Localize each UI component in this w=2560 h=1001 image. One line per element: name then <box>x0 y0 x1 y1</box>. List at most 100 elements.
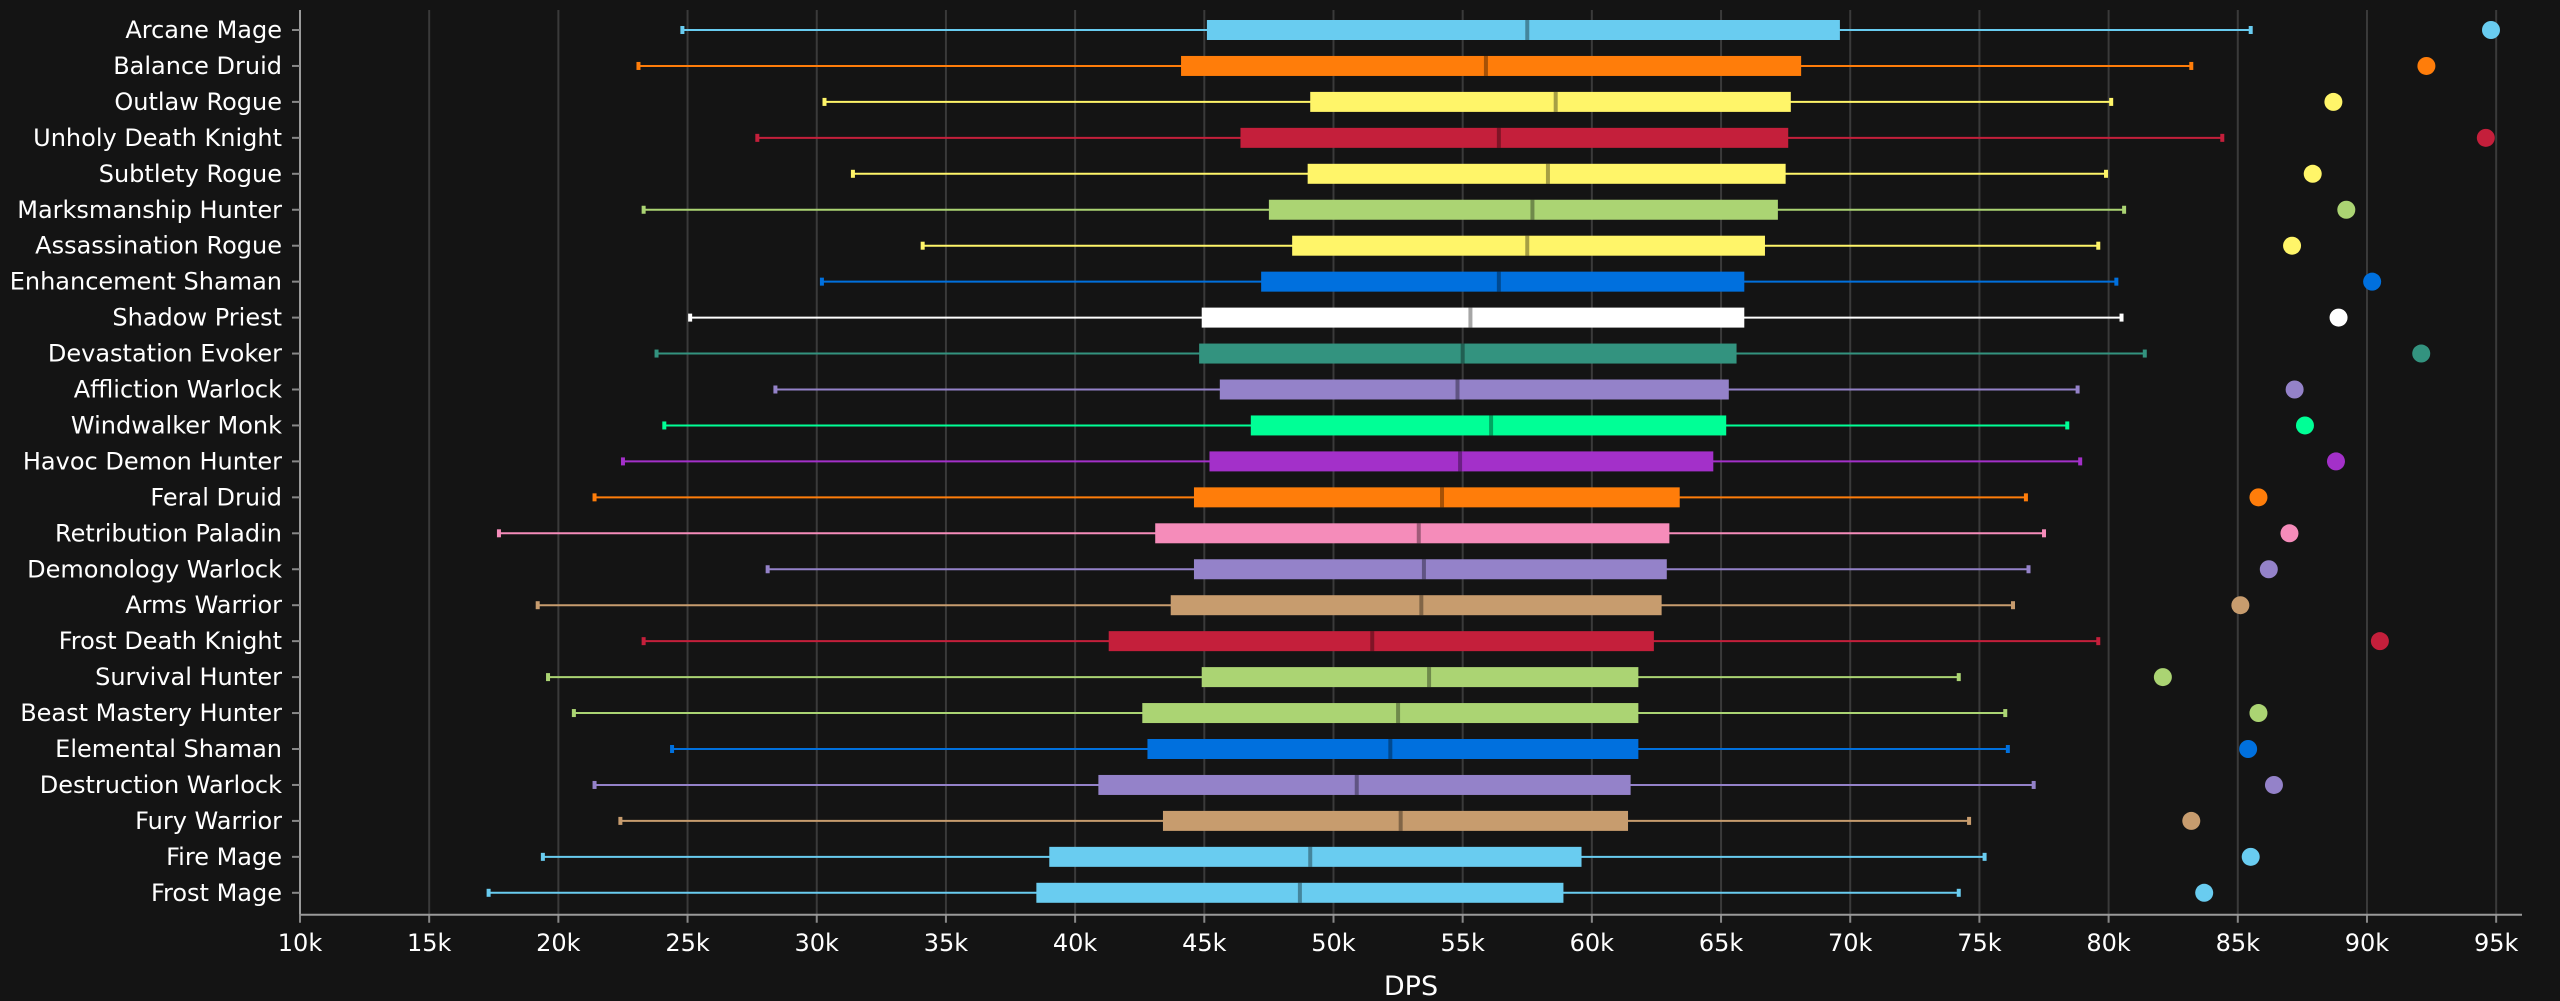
outlier-point <box>2153 668 2172 687</box>
outlier-point <box>2370 632 2389 651</box>
whisker-cap-min <box>535 601 540 610</box>
median-line <box>1427 667 1432 688</box>
median-line <box>1308 846 1313 867</box>
whisker-cap-max <box>2109 97 2114 106</box>
whisker-cap-min <box>765 565 770 574</box>
whisker-cap-min <box>688 313 693 322</box>
outlier-point <box>2239 740 2258 758</box>
box-iqr <box>1201 307 1745 328</box>
box-iqr <box>1049 846 1582 867</box>
whisker-cap-max <box>1956 673 1961 682</box>
category-label: Frost Death Knight <box>59 627 282 655</box>
x-tick-label: 80k <box>2086 929 2131 957</box>
whisker-cap-min <box>773 385 778 394</box>
outlier-point <box>2264 775 2283 794</box>
category-label: Assassination Rogue <box>35 232 282 260</box>
outlier-point <box>2481 21 2500 39</box>
box-iqr <box>1199 343 1737 364</box>
category-label: Subtlety Rogue <box>99 160 282 188</box>
category-label: Demonology Warlock <box>27 555 282 583</box>
x-tick-label: 90k <box>2345 929 2390 957</box>
whisker-cap-max <box>2078 457 2083 466</box>
box-balance-druid <box>636 55 2436 76</box>
outlier-point <box>2324 92 2343 111</box>
whisker-cap-min <box>618 816 623 825</box>
box-iqr <box>1292 235 1765 256</box>
outlier-point <box>2182 811 2201 830</box>
category-label: Shadow Priest <box>112 304 282 332</box>
box-iqr <box>1240 127 1789 148</box>
box-iqr <box>1147 739 1639 759</box>
box-enhancement-shaman <box>819 271 2382 292</box>
median-line <box>1388 739 1393 759</box>
whisker-cap-min <box>592 493 597 502</box>
whisker-cap-min <box>571 709 576 718</box>
median-line <box>1530 199 1535 220</box>
category-label: Survival Hunter <box>95 663 282 691</box>
x-tick-label: 20k <box>536 929 581 957</box>
box-retribution-paladin <box>496 523 2299 544</box>
x-tick-label: 30k <box>795 929 840 957</box>
box-iqr <box>1206 20 1840 40</box>
whisker-cap-max <box>2122 205 2127 214</box>
median-line <box>1458 451 1463 472</box>
whisker-cap-max <box>2075 385 2080 394</box>
category-label: Devastation Evoker <box>48 340 282 368</box>
box-arcane-mage <box>680 20 2500 40</box>
median-line <box>1354 774 1359 795</box>
whisker-cap-max <box>2023 493 2028 502</box>
whisker-cap-max <box>2003 709 2008 718</box>
median-line <box>1370 631 1375 652</box>
x-tick-label: 40k <box>1053 929 1098 957</box>
box-elemental-shaman <box>670 739 2258 759</box>
box-devastation-evoker <box>654 343 2431 364</box>
box-iqr <box>1219 379 1729 400</box>
x-tick-label: 65k <box>1699 929 1744 957</box>
x-tick-label: 95k <box>2474 929 2519 957</box>
whisker-cap-max <box>1956 888 1961 897</box>
whisker-cap-min <box>670 745 675 753</box>
median-line <box>1297 882 1302 903</box>
x-tick-label: 25k <box>665 929 710 957</box>
box-marksmanship-hunter <box>641 199 2356 220</box>
box-iqr <box>1201 667 1639 688</box>
category-label: Retribution Paladin <box>55 519 282 547</box>
outlier-point <box>2249 704 2268 723</box>
box-iqr <box>1142 703 1639 724</box>
whisker-cap-max <box>1967 816 1972 825</box>
outlier-point <box>2412 344 2431 363</box>
outlier-point <box>2303 164 2322 183</box>
box-demonology-warlock <box>765 559 2278 580</box>
box-iqr <box>1310 91 1791 112</box>
whisker-cap-min <box>641 637 646 646</box>
outlier-point <box>2195 883 2214 902</box>
box-iqr <box>1250 415 1727 436</box>
median-line <box>1525 20 1530 40</box>
whisker-cap-max <box>2104 169 2109 178</box>
outlier-point <box>2417 56 2436 75</box>
x-tick-label: 45k <box>1182 929 1227 957</box>
category-label: Unholy Death Knight <box>33 124 282 152</box>
box-iqr <box>1209 451 1714 472</box>
x-tick-label: 85k <box>2216 929 2261 957</box>
box-windwalker-monk <box>662 415 2314 436</box>
box-iqr <box>1261 271 1745 292</box>
category-label: Balance Druid <box>113 52 282 80</box>
x-tick-label: 55k <box>1440 929 1485 957</box>
box-arms-warrior <box>535 595 2250 616</box>
category-label: Affliction Warlock <box>74 376 282 404</box>
outlier-point <box>2337 200 2356 219</box>
box-assassination-rogue <box>920 235 2302 256</box>
median-line <box>1421 559 1426 580</box>
outlier-point <box>2285 380 2304 399</box>
x-tick-label: 70k <box>1828 929 1873 957</box>
median-line <box>1440 487 1445 508</box>
median-line <box>1468 307 1473 328</box>
category-label: Elemental Shaman <box>55 735 282 763</box>
x-tick-label: 60k <box>1570 929 1615 957</box>
axis-layer: 10k 15k 20k 25k 30k 35k 40k 45k 50k 55k 60k 65k 70k 7… <box>278 10 2522 957</box>
outlier-point <box>2363 272 2382 291</box>
box-outlaw-rogue <box>822 91 2343 112</box>
whisker-cap-max <box>1982 852 1987 861</box>
